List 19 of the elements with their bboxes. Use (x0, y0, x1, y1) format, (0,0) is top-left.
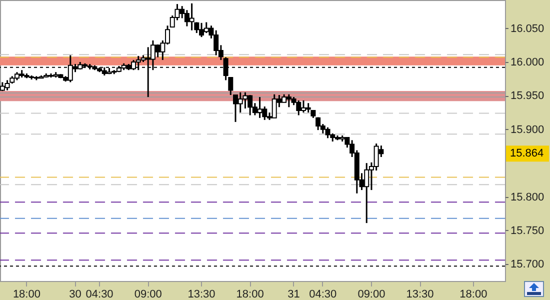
x-tick-label: 18:00 (460, 288, 488, 300)
y-tick-label: 15.750 (510, 224, 544, 237)
y-tick-label: 15.900 (510, 124, 544, 136)
y-tick-label: 15.800 (510, 191, 544, 204)
x-tick-label: 18:00 (12, 288, 40, 300)
x-tick-label: 30 (69, 288, 82, 300)
x-tick-label: 09:00 (134, 288, 162, 300)
y-tick-label: 16.050 (510, 22, 544, 35)
x-tick-label: 13:30 (188, 288, 216, 300)
y-tick-label: 16.000 (510, 56, 544, 68)
x-tick-label: 31 (288, 288, 300, 300)
x-tick-label: 09:00 (358, 288, 386, 300)
y-tick-label: 15.950 (510, 90, 544, 102)
x-tick-label: 04:30 (309, 288, 337, 300)
y-tick-label: 15.700 (510, 258, 544, 271)
x-tick-label: 04:30 (86, 288, 114, 300)
x-tick-label: 18:00 (236, 288, 264, 300)
x-tick-label: 13:30 (406, 288, 434, 300)
annotation: 15.864 (510, 148, 544, 160)
